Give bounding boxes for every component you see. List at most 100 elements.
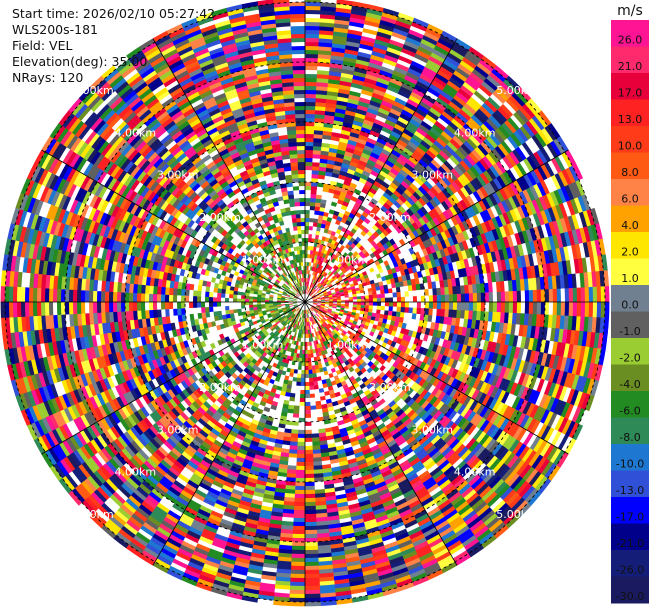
ppi-gate [436,353,444,363]
ppi-gate [514,89,529,105]
ppi-gate [392,306,398,312]
ppi-gate [498,214,508,227]
ppi-gate [480,292,486,303]
ppi-gate [496,175,507,189]
ppi-gate [401,165,412,175]
ppi-gate [353,149,363,157]
ppi-gate [411,350,419,359]
ppi-gate [377,73,392,82]
ppi-gate [361,278,367,284]
ppi-gate [433,234,441,244]
ppi-gate [327,229,333,235]
ppi-gate [456,285,462,295]
ppi-gate [408,239,416,248]
ppi-gate [327,317,333,322]
ppi-gate [429,126,442,138]
ppi-gate [370,169,380,178]
ppi-gate [310,266,313,271]
ppi-gate [385,209,394,218]
ppi-gate [354,284,360,289]
ppi-gate [457,88,472,101]
ppi-gate [354,324,361,330]
ppi-gate [422,276,428,284]
ppi-gate [335,261,341,267]
ppi-gate [394,23,411,34]
ppi-gate [603,270,609,287]
ppi-gate [373,320,379,326]
ppi-gate [574,375,584,392]
ppi-gate [323,308,329,311]
ppi-gate [375,159,386,168]
ppi-gate [389,108,402,117]
ppi-gate [305,257,308,263]
ppi-gate [440,363,448,374]
ppi-gate [331,292,337,295]
ppi-gate [536,289,542,303]
ppi-gate [394,160,405,170]
ppi-gate [309,282,313,288]
ppi-gate [305,253,308,259]
ppi-gate [421,97,435,108]
ppi-gate [305,17,321,23]
ppi-gate [311,306,315,310]
ppi-gate [504,302,510,314]
ppi-gate [313,218,319,223]
ppi-gate [352,291,357,295]
ppi-gate [421,70,436,81]
ppi-gate [396,58,412,69]
ppi-gate [557,153,570,170]
ppi-gate [395,356,403,364]
ppi-gate [331,290,336,294]
ppi-gate [315,97,327,104]
ppi-gate [323,316,328,320]
ppi-gate [382,360,390,368]
ppi-gate [318,268,322,274]
ppi-gate [430,143,443,154]
ppi-gate [563,246,571,262]
ppi-gate [535,277,542,291]
ppi-gate [384,288,389,294]
ppi-gate [482,184,493,197]
ppi-gate [312,304,317,306]
ppi-gate [403,210,412,220]
ppi-gate [326,269,331,275]
ppi-gate [364,180,374,188]
ppi-gate [414,345,422,353]
ppi-gate [321,270,325,276]
ppi-gate [316,268,320,273]
ppi-gate [397,89,411,100]
ppi-gate [457,211,466,223]
ppi-gate [499,187,509,201]
ppi-gate [506,223,515,236]
ppi-gate [360,298,366,303]
ppi-gate [307,241,312,247]
ppi-gate [538,110,552,127]
ppi-gate [299,405,305,411]
ppi-gate [395,311,401,318]
ppi-gate [549,398,560,414]
ppi-gate [510,133,523,148]
ppi-gate [316,190,323,196]
ppi-gate [486,321,493,332]
ppi-gate [361,85,375,93]
ppi-gate [382,236,390,244]
ppi-gate [551,341,559,356]
ppi-gate [316,299,322,301]
ppi-gate [319,273,323,279]
ppi-gate [396,93,410,103]
ppi-gate [518,144,531,159]
ppi-gate [537,225,546,240]
ppi-gate [327,155,337,162]
ppi-gate [396,291,402,298]
ppi-gate [381,166,391,175]
ppi-gate [312,289,316,294]
ppi-gate [534,456,547,472]
ppi-gate [535,392,545,407]
ppi-gate [567,373,576,390]
ppi-gate [519,106,533,122]
ppi-gate [541,127,554,144]
ppi-gate [344,308,349,312]
ppi-gate [460,293,466,303]
ppi-gate [469,134,481,148]
